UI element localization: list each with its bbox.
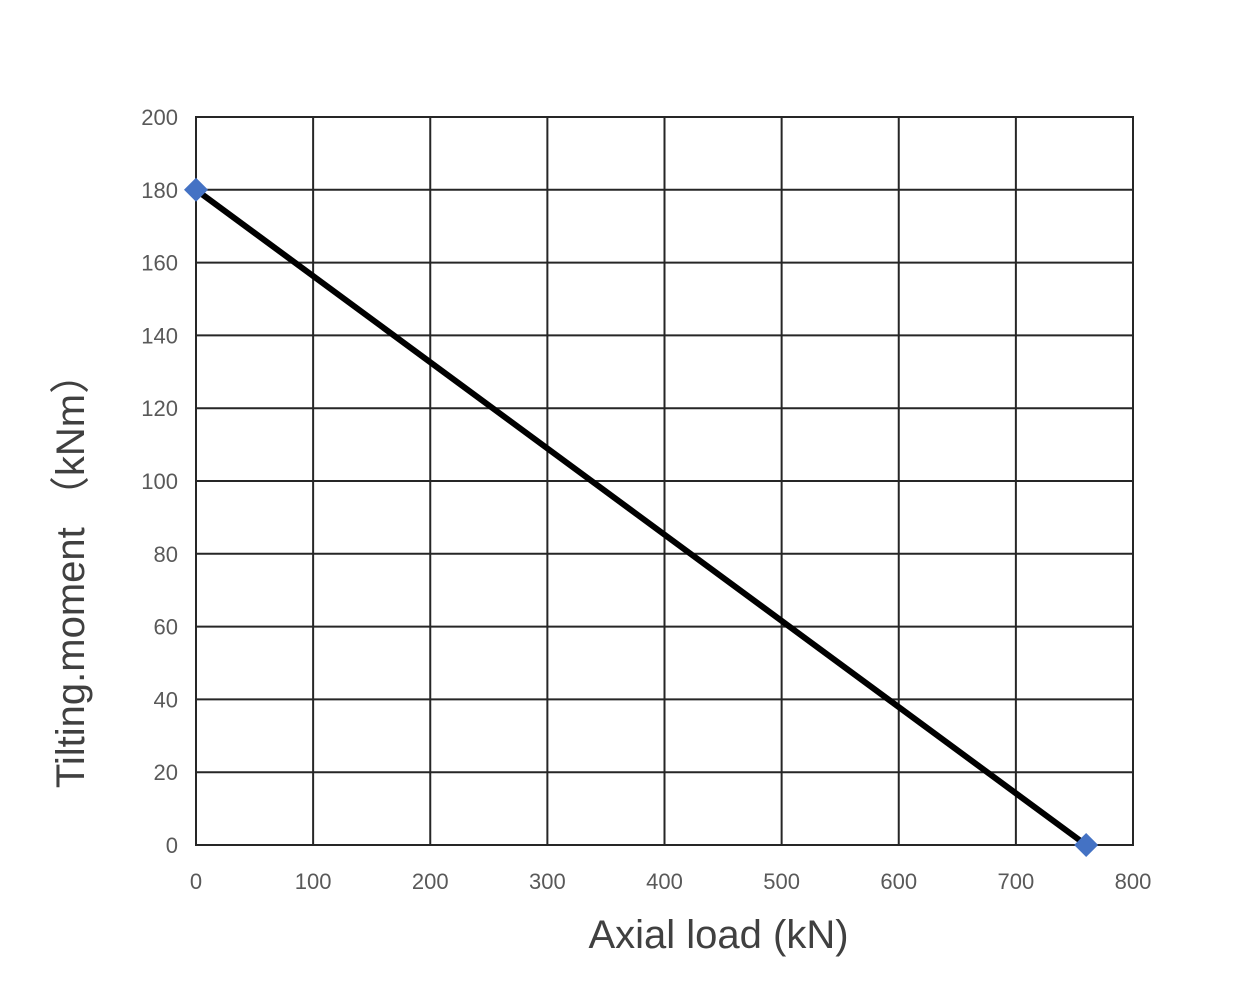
x-axis-title: Axial load (kN) bbox=[588, 913, 848, 957]
x-tick-label-6: 600 bbox=[880, 869, 917, 894]
y-tick-label-3: 60 bbox=[154, 615, 178, 640]
data-point-1 bbox=[1074, 833, 1099, 857]
x-axis-tick-labels: 0 100 200 300 400 500 600 700 800 bbox=[190, 869, 1151, 894]
x-tick-label-4: 400 bbox=[646, 869, 683, 894]
y-axis-title: Tilting.moment （kNm） bbox=[49, 354, 93, 788]
y-tick-label-6: 120 bbox=[141, 396, 178, 421]
y-tick-label-10: 200 bbox=[141, 105, 178, 130]
grid bbox=[195, 116, 1134, 846]
y-tick-label-5: 100 bbox=[141, 469, 178, 494]
x-tick-label-2: 200 bbox=[412, 869, 449, 894]
data-point-0 bbox=[184, 177, 208, 202]
x-tick-label-1: 100 bbox=[295, 869, 332, 894]
y-tick-label-9: 180 bbox=[141, 178, 178, 203]
x-tick-label-5: 500 bbox=[763, 869, 800, 894]
y-tick-label-7: 140 bbox=[141, 323, 178, 348]
y-tick-label-1: 20 bbox=[154, 760, 178, 785]
series-line-0 bbox=[194, 187, 1088, 848]
x-tick-label-0: 0 bbox=[190, 869, 202, 894]
x-tick-label-8: 800 bbox=[1115, 869, 1152, 894]
y-tick-label-0: 0 bbox=[166, 833, 178, 858]
y-axis-tick-labels: 0 20 40 60 80 100 120 140 160 180 200 bbox=[141, 105, 178, 858]
plot-area-border bbox=[195, 116, 1134, 846]
y-tick-label-8: 160 bbox=[141, 251, 178, 276]
x-tick-label-7: 700 bbox=[998, 869, 1035, 894]
x-tick-label-3: 300 bbox=[529, 869, 566, 894]
series-layer bbox=[184, 177, 1099, 857]
y-tick-label-2: 40 bbox=[154, 687, 178, 712]
y-tick-label-4: 80 bbox=[154, 542, 178, 567]
